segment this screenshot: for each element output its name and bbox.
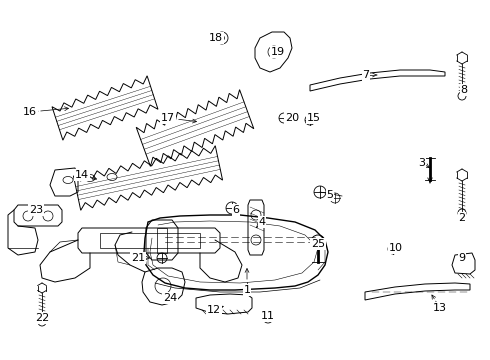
Text: 13: 13 xyxy=(433,303,447,313)
Text: 12: 12 xyxy=(207,305,221,315)
Text: 25: 25 xyxy=(311,239,325,249)
Text: 21: 21 xyxy=(131,253,145,263)
Text: 3: 3 xyxy=(418,158,425,168)
Text: 7: 7 xyxy=(363,70,369,80)
Text: 2: 2 xyxy=(459,213,466,223)
Text: 5: 5 xyxy=(326,190,334,200)
Text: 6: 6 xyxy=(232,205,240,215)
Text: 16: 16 xyxy=(23,107,37,117)
Text: 10: 10 xyxy=(389,243,403,253)
Text: 14: 14 xyxy=(75,170,89,180)
Text: 15: 15 xyxy=(307,113,321,123)
Text: 20: 20 xyxy=(285,113,299,123)
Text: 8: 8 xyxy=(461,85,467,95)
Text: 24: 24 xyxy=(163,293,177,303)
Text: 19: 19 xyxy=(271,47,285,57)
Text: 23: 23 xyxy=(29,205,43,215)
Text: 18: 18 xyxy=(209,33,223,43)
Text: 17: 17 xyxy=(161,113,175,123)
Text: 11: 11 xyxy=(261,311,275,321)
Text: 4: 4 xyxy=(258,217,266,227)
Text: 22: 22 xyxy=(35,313,49,323)
Text: 9: 9 xyxy=(459,253,466,263)
Text: 1: 1 xyxy=(244,285,250,295)
